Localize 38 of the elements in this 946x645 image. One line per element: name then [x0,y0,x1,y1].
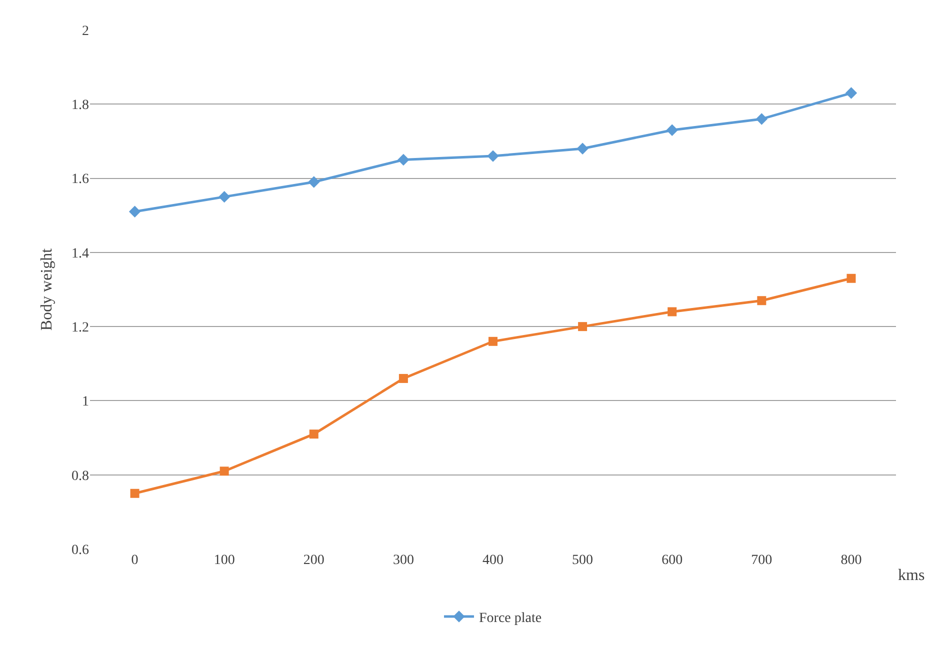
y-tick-label: 1.4 [72,246,89,262]
y-tick-label: 2 [82,24,89,39]
x-tick-label: 200 [303,553,324,568]
y-tick-label: 1 [82,394,89,410]
x-tick-label: 300 [392,553,414,568]
point [756,113,768,125]
x-tick-label: 0 [131,553,138,568]
point [128,206,141,218]
point [220,466,229,476]
x-tick-label: 600 [662,553,683,568]
point [309,430,318,439]
point [398,154,410,166]
point [488,336,498,346]
y-tick-label: 0.8 [72,468,89,484]
point [668,307,677,316]
point [578,322,588,332]
point [487,150,499,162]
point [398,374,408,383]
legend-label: Force plate [479,610,542,626]
point [130,488,140,498]
x-tick-label: 500 [572,553,594,568]
point [845,87,858,99]
x-tick-label: 800 [840,553,862,568]
y-tick-label: 0.6 [72,542,89,558]
y-tick-label: 1.2 [72,320,89,336]
point [666,124,678,136]
y-tick-label: 1.6 [72,172,89,188]
x-tick-label: 100 [214,553,235,568]
x-tick-label: 700 [751,553,772,568]
point [846,274,856,283]
y-tick-label: 1.8 [72,98,89,114]
point [757,296,766,306]
x-axis-title: kms [898,567,925,584]
y-axis-title: Body weight [38,248,56,331]
point [218,190,230,203]
x-tick-label: 400 [482,553,504,568]
point [308,176,320,188]
point [576,142,588,154]
